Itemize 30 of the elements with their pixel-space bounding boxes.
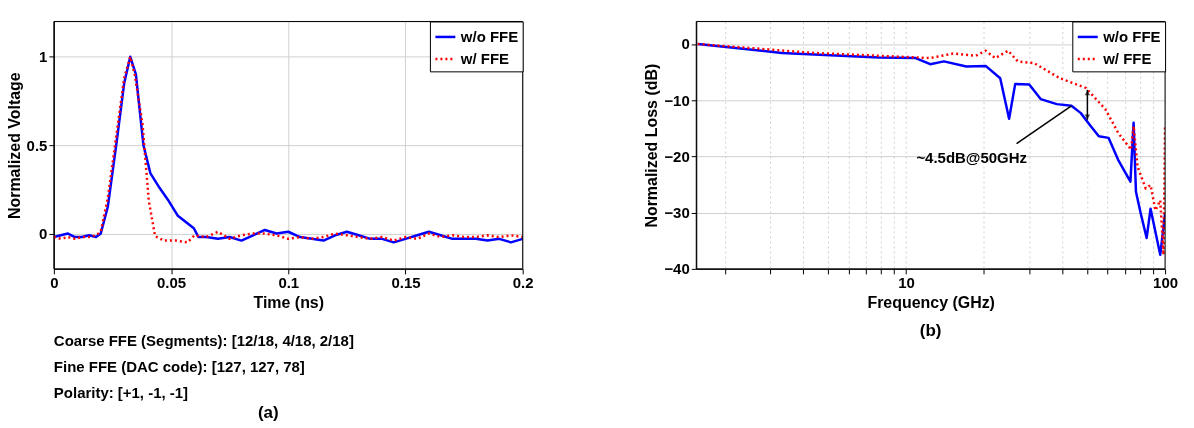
y-tick-label: −40 — [664, 260, 690, 278]
y-axis-title: Normalized Voltage — [5, 72, 23, 220]
x-tick-label: 0.05 — [157, 274, 187, 292]
y-tick-label: −30 — [664, 204, 690, 222]
x-tick-label: 100 — [1153, 274, 1179, 292]
text: (a) — [257, 403, 279, 423]
y-tick-label: −20 — [664, 147, 690, 165]
legend-label: w/o FFE — [1102, 27, 1161, 45]
y-tick-label: 0.5 — [26, 136, 48, 154]
x-axis-title: Time (ns) — [253, 294, 325, 312]
x-tick-label: 0 — [50, 274, 59, 292]
legend-label: w/ FFE — [1102, 49, 1152, 67]
y-tick-label: 1 — [39, 48, 48, 66]
annotation: ~4.5dB@50GHz — [916, 148, 1027, 166]
text: Polarity: [+1, -1, -1] — [53, 383, 189, 401]
y-axis-title: Normalized Loss (dB) — [643, 63, 661, 228]
x-axis-title: Frequency (GHz) — [867, 294, 995, 312]
y-tick-label: 0 — [39, 225, 48, 243]
line-series — [53, 55, 523, 244]
y-tick-label: 0 — [681, 35, 690, 53]
text: Fine FFE (DAC code): [127, 127, 78] — [53, 357, 305, 375]
text: (b) — [919, 320, 942, 340]
y-tick-label: −10 — [664, 91, 690, 109]
legend-label: w/o FFE — [459, 27, 519, 45]
x-tick-label: 0.1 — [278, 274, 300, 292]
legend-label: w/ FFE — [459, 49, 510, 67]
x-tick-label: 0.15 — [391, 274, 421, 292]
text: Coarse FFE (Segments): [12/18, 4/18, 2/18] — [53, 331, 354, 349]
x-tick-label: 0.2 — [512, 274, 534, 292]
x-tick-label: 10 — [898, 274, 915, 292]
